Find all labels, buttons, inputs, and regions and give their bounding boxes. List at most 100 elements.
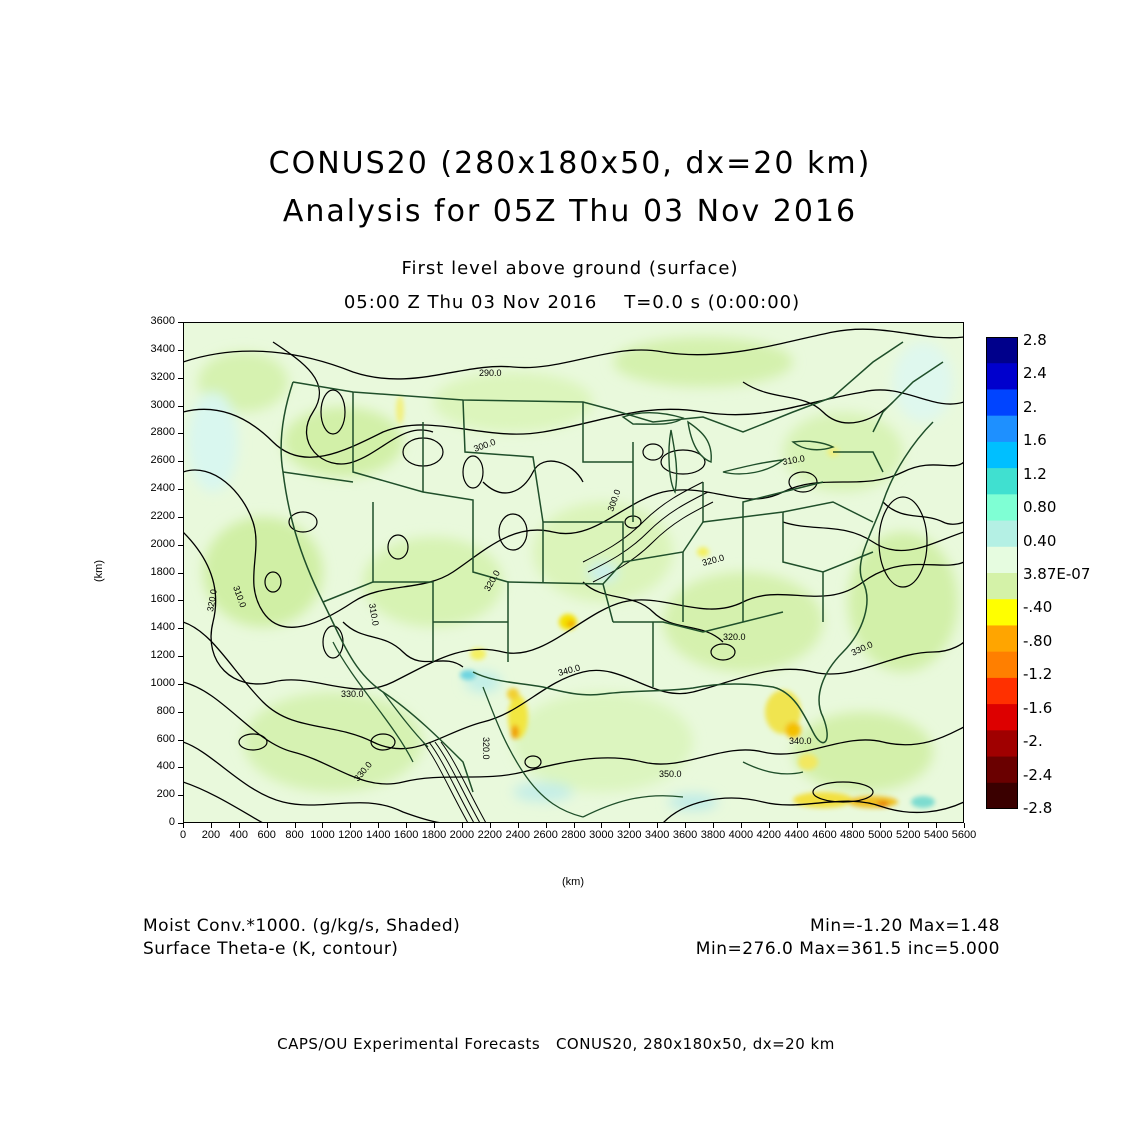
x-tick-mark [796, 823, 798, 828]
x-tick-label: 4200 [756, 829, 781, 841]
y-tick-label: 3000 [150, 398, 175, 411]
contour-label: 330.0 [341, 689, 364, 699]
credit-line: CAPS/OU Experimental Forecasts CONUS20, … [277, 1035, 835, 1053]
x-tick-mark [657, 823, 659, 828]
y-tick-label: 800 [156, 704, 175, 717]
colorbar-label: 0.40 [1023, 531, 1057, 550]
x-tick-label: 400 [229, 829, 248, 841]
colorbar-swatch [986, 651, 1018, 679]
x-tick-mark [740, 823, 742, 828]
y-tick-label: 600 [156, 732, 175, 745]
colorbar-swatch [986, 730, 1018, 758]
y-tick-mark [178, 711, 183, 713]
contour-label: 320.0 [723, 632, 746, 642]
y-tick-mark [178, 823, 183, 824]
colorbar-label: 0.80 [1023, 498, 1057, 517]
x-tick-mark [573, 823, 575, 828]
x-tick-mark [601, 823, 603, 828]
colorbar-swatch [986, 415, 1018, 443]
x-tick-mark [378, 823, 380, 828]
mexico-coastline [332, 641, 804, 818]
y-tick-label: 1800 [150, 565, 175, 578]
plot-frame [183, 322, 964, 823]
x-tick-mark [824, 823, 826, 828]
x-tick-mark [964, 823, 965, 828]
contour-label: 340.0 [789, 736, 812, 746]
x-tick-mark [712, 823, 714, 828]
y-tick-label: 1400 [150, 621, 175, 634]
colorbar-label: -.80 [1023, 631, 1053, 650]
colorbar-swatch [986, 756, 1018, 784]
contour-field-stats: Min=276.0 Max=361.5 inc=5.000 [695, 939, 1000, 959]
x-axis-label: (km) [562, 876, 584, 888]
y-tick-mark [178, 322, 183, 323]
y-tick-mark [178, 377, 183, 379]
colorbar-label: 3.87E-07 [1023, 565, 1091, 583]
colorbar-swatch [986, 389, 1018, 417]
x-tick-label: 3400 [644, 829, 670, 841]
colorbar-swatch [986, 573, 1018, 600]
y-tick-label: 0 [168, 816, 175, 828]
colorbar-swatch [986, 468, 1018, 495]
x-tick-label: 2400 [505, 829, 530, 841]
y-tick-label: 3200 [150, 370, 175, 383]
colorbar-swatch [986, 782, 1018, 809]
x-tick-label: 3000 [589, 829, 614, 841]
x-tick-mark [322, 823, 324, 828]
x-tick-mark [350, 823, 352, 828]
colorbar-label: -2. [1023, 732, 1043, 751]
y-tick-mark [178, 572, 183, 574]
x-tick-label: 1000 [310, 829, 335, 841]
map-plot: 290.0 300.0 300.0 310.0 310.0 310.0 320.… [183, 322, 964, 823]
x-tick-mark [294, 823, 296, 828]
colorbar-label: 2.8 [1023, 331, 1047, 349]
x-tick-label: 5400 [923, 829, 949, 841]
colorbar-label: -1.6 [1023, 698, 1053, 717]
colorbar [986, 337, 1018, 809]
colorbar-label: -1.2 [1023, 665, 1053, 684]
colorbar-label: -2.8 [1023, 799, 1053, 817]
y-tick-label: 3400 [150, 342, 175, 355]
colorbar-swatch [986, 337, 1018, 364]
colorbar-swatch [986, 677, 1018, 705]
y-axis-label: (km) [93, 560, 105, 582]
colorbar-label: 2. [1023, 397, 1038, 416]
y-tick-mark [178, 544, 183, 546]
x-tick-label: 0 [179, 829, 187, 841]
y-tick-mark [178, 739, 183, 741]
colorbar-label: 2.4 [1023, 364, 1047, 383]
x-tick-label: 2600 [533, 829, 558, 841]
shaded-field-stats: Min=-1.20 Max=1.48 [809, 916, 1000, 936]
x-tick-mark [908, 823, 910, 828]
x-tick-label: 5000 [868, 829, 893, 841]
chart-title-line1: CONUS20 (280x180x50, dx=20 km) [268, 146, 872, 181]
y-tick-label: 2600 [150, 454, 175, 467]
x-tick-mark [406, 823, 408, 828]
colorbar-swatch [986, 599, 1018, 626]
political-boundaries [280, 341, 944, 793]
contour-label: 320.0 [205, 588, 219, 612]
y-tick-label: 200 [156, 788, 175, 801]
y-tick-mark [178, 433, 183, 435]
x-tick-label: 4800 [840, 829, 865, 841]
y-tick-label: 1600 [150, 593, 175, 606]
x-tick-label: 200 [201, 829, 221, 841]
y-tick-mark [178, 405, 183, 407]
y-tick-label: 400 [156, 760, 175, 773]
y-tick-mark [178, 516, 183, 518]
x-tick-mark [489, 823, 491, 828]
y-tick-label: 2400 [150, 482, 175, 494]
colorbar-swatch [986, 441, 1018, 469]
x-tick-mark [434, 823, 436, 828]
y-tick-label: 1200 [150, 649, 175, 661]
x-tick-mark [266, 823, 268, 828]
y-tick-mark [178, 767, 183, 769]
colorbar-label: 1.6 [1023, 431, 1047, 450]
theta-e-contours [183, 328, 964, 823]
x-tick-label: 2000 [449, 829, 475, 841]
x-tick-mark [685, 823, 687, 828]
y-tick-mark [178, 795, 183, 797]
colorbar-swatch [986, 363, 1018, 390]
x-tick-mark [936, 823, 938, 828]
contour-label: 350.0 [659, 769, 682, 779]
